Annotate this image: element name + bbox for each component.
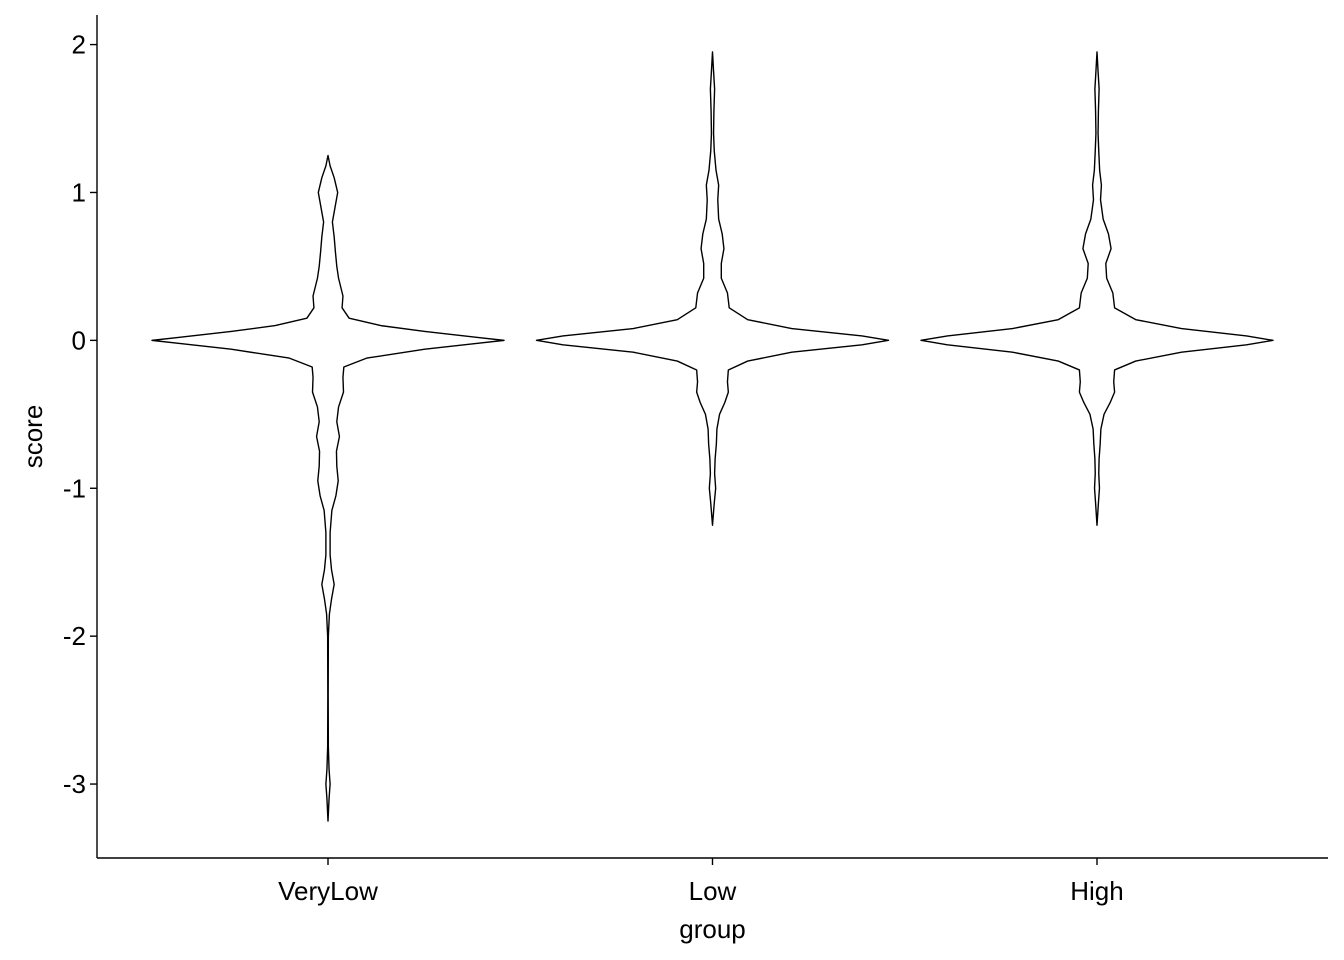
y-axis-title: score xyxy=(18,405,48,469)
y-tick-label: -3 xyxy=(63,769,86,799)
axes-layer: -3 -2 -1 0 1 2 VeryLow Low High xyxy=(63,15,1328,906)
violins-layer xyxy=(151,51,1274,822)
x-axis-title: group xyxy=(679,914,746,944)
y-tick-label: -1 xyxy=(63,473,86,503)
y-tick-label: 2 xyxy=(72,30,86,60)
violin-verylow xyxy=(151,154,505,822)
y-tick-label: 0 xyxy=(72,325,86,355)
x-tick-label-low: Low xyxy=(689,876,737,906)
violin-low xyxy=(535,51,890,526)
y-tick-label: -2 xyxy=(63,621,86,651)
y-tick-label: 1 xyxy=(72,177,86,207)
x-tick-label-verylow: VeryLow xyxy=(278,876,378,906)
x-tick-label-high: High xyxy=(1070,876,1123,906)
violin-high xyxy=(920,51,1274,526)
